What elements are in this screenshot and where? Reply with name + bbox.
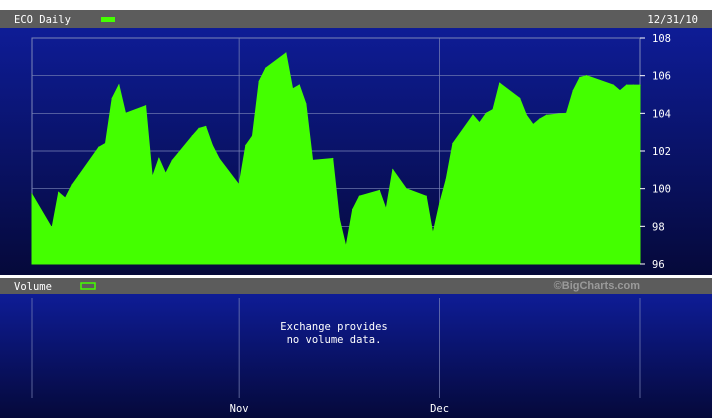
x-tick-label: Dec — [430, 403, 449, 415]
data-point — [64, 197, 66, 199]
data-point — [198, 127, 200, 129]
data-point — [632, 84, 634, 86]
data-point — [118, 84, 120, 86]
data-point — [619, 90, 621, 92]
volume-legend-swatch — [80, 282, 96, 290]
data-point — [539, 118, 541, 120]
data-point — [345, 246, 347, 248]
y-tick-label: 102 — [652, 146, 671, 158]
data-point — [378, 189, 380, 192]
volume-message-line-1: Exchange provides — [280, 321, 387, 333]
volume-message-line-2: no volume data. — [287, 334, 382, 346]
data-point — [579, 76, 581, 79]
x-tick-label: Nov — [230, 403, 249, 415]
data-point — [392, 169, 394, 171]
data-point — [31, 193, 33, 195]
volume-bar — [0, 278, 712, 294]
data-point — [58, 191, 60, 193]
price-area-layer — [31, 52, 641, 265]
data-point — [358, 195, 360, 197]
data-point — [565, 112, 568, 114]
data-point — [285, 52, 287, 54]
x-axis-ticks: Nov Dec — [230, 403, 449, 415]
data-point — [305, 103, 307, 105]
data-point — [585, 75, 588, 77]
data-point — [151, 176, 153, 178]
volume-label: Volume — [14, 281, 52, 293]
data-point — [298, 84, 300, 86]
data-point — [445, 178, 447, 180]
data-point — [472, 114, 474, 116]
data-point — [312, 159, 314, 161]
y-tick-label: 100 — [652, 184, 671, 196]
data-point — [352, 208, 354, 210]
data-point — [124, 112, 127, 114]
data-point — [211, 144, 213, 146]
data-point — [104, 142, 107, 145]
data-point — [425, 195, 427, 197]
data-point — [519, 97, 521, 99]
data-point — [332, 157, 334, 160]
data-point — [218, 157, 220, 160]
data-point — [485, 112, 487, 114]
data-point — [479, 122, 481, 124]
data-point — [432, 233, 434, 235]
data-point — [492, 109, 494, 111]
data-point — [111, 97, 113, 99]
data-point — [626, 84, 628, 86]
y-tick-label: 106 — [652, 71, 671, 83]
data-point — [145, 105, 147, 107]
legend-swatch — [101, 17, 115, 22]
data-point — [78, 174, 80, 177]
y-tick-label: 96 — [652, 259, 665, 271]
y-axis-ticks: 108 106 104 102 100 98 96 — [640, 33, 671, 271]
data-point — [405, 188, 407, 190]
data-point — [171, 159, 173, 161]
data-point — [452, 142, 454, 145]
data-point — [612, 84, 614, 86]
data-point — [98, 146, 100, 148]
data-point — [385, 208, 387, 210]
data-point — [338, 218, 340, 220]
data-point — [639, 84, 641, 86]
data-point — [258, 80, 260, 82]
data-point — [251, 135, 254, 137]
data-point — [71, 184, 73, 186]
data-point — [545, 114, 548, 116]
title-bar — [0, 10, 712, 28]
data-point — [238, 184, 240, 186]
data-point — [245, 144, 247, 146]
data-point — [51, 227, 53, 229]
data-point — [158, 157, 160, 160]
data-point — [191, 135, 193, 137]
y-tick-label: 98 — [652, 221, 665, 233]
data-point — [205, 125, 207, 128]
chart-title: ECO Daily — [14, 14, 71, 26]
data-point — [572, 90, 574, 92]
chart-date: 12/31/10 — [647, 14, 698, 26]
volume-panel-background — [0, 294, 712, 418]
y-tick-label: 104 — [652, 108, 671, 120]
data-point — [532, 124, 534, 126]
data-point — [165, 173, 167, 175]
data-point — [525, 114, 528, 116]
data-point — [499, 82, 501, 84]
data-point — [439, 203, 441, 205]
watermark: ©BigCharts.com — [554, 280, 641, 292]
y-tick-label: 108 — [652, 33, 671, 45]
data-point — [292, 88, 294, 90]
data-point — [265, 67, 267, 69]
